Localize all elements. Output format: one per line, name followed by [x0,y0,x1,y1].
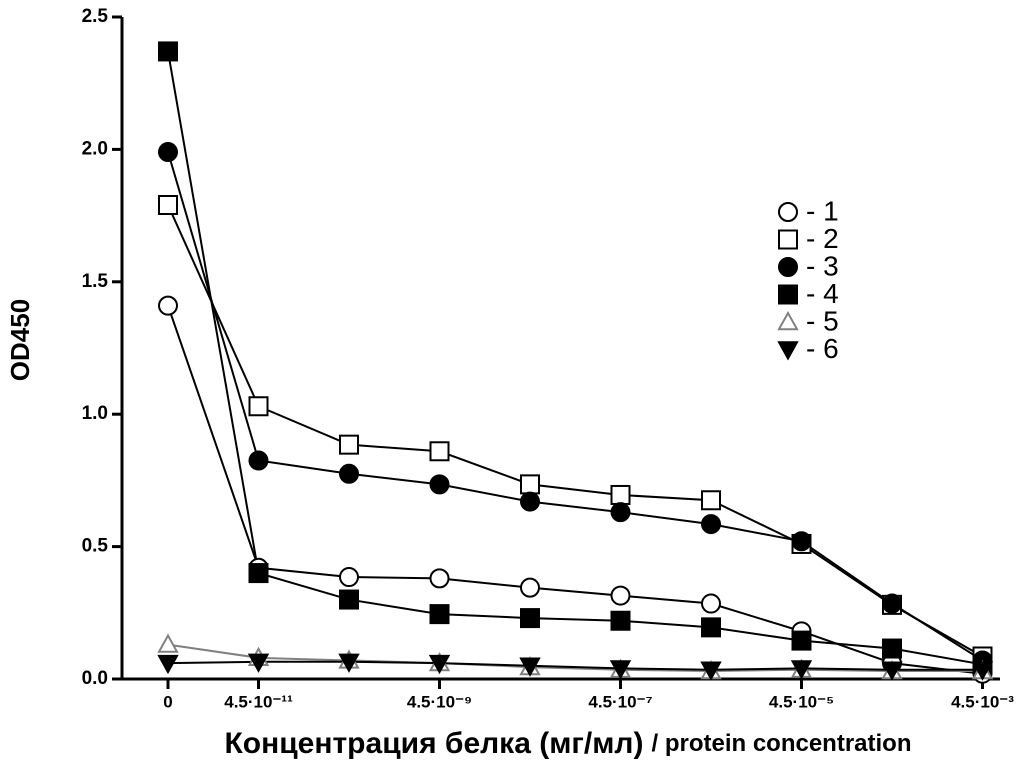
data-point [157,654,179,675]
data-point [701,490,721,511]
legend-label: - 4 [806,278,839,309]
data-point [429,441,450,462]
y-axis-label: OD450 [5,299,35,381]
data-point [339,567,359,588]
series-line [167,204,983,658]
data-point [791,531,812,552]
data-point [609,660,632,680]
data-point [610,484,631,505]
legend-marker [777,310,799,331]
data-point [157,633,179,653]
legend-marker [778,229,798,250]
data-point [158,295,178,316]
y-tick-label: 1.0 [82,403,108,424]
legend-label: - 3 [806,250,839,281]
legend-marker [778,202,798,222]
data-point [520,474,540,495]
x-tick-label: 4.5·10⁻⁷ [588,692,652,711]
data-point [520,491,540,512]
series-line [167,51,983,666]
data-point [338,653,360,673]
x-axis-label: Концентрация белка (мг/мл) / protein conc… [224,727,911,760]
data-point [701,514,721,535]
x-axis-label-en: / protein concentration [651,730,911,757]
series-line [167,151,984,662]
data-point [429,568,450,589]
x-tick-label: 4.5·10⁻³ [951,692,1014,711]
data-point [158,195,178,216]
data-point [610,585,631,606]
legend-label: - 6 [806,333,839,364]
legend-marker [777,341,799,361]
legend-label: - 1 [806,195,839,226]
data-point [701,593,721,614]
x-axis-label-ru: Концентрация белка (мг/мл) [224,727,643,760]
y-tick-label: 1.5 [82,271,109,292]
data-point [701,617,721,638]
data-point [790,660,813,680]
data-point [429,604,450,625]
data-point [339,434,359,455]
y-tick-label: 2.0 [82,138,108,159]
data-point [158,142,178,163]
x-tick-label: 0 [163,692,172,711]
data-point [971,661,994,681]
data-point [700,661,722,681]
data-point [520,577,540,598]
data-point [248,450,269,471]
series-line [167,305,983,675]
data-point [610,610,631,631]
legend-marker [778,257,798,277]
data-point [428,654,451,675]
y-tick-label: 2.5 [82,6,109,27]
data-point [247,653,270,673]
y-tick-label: 0.0 [82,668,108,689]
x-tick-label: 4.5·10⁻¹¹ [224,692,293,711]
data-point [339,589,359,610]
data-point [881,661,903,681]
series-line [167,660,983,671]
data-point [248,396,269,417]
data-point [158,41,178,62]
x-tick-label: 4.5·10⁻⁵ [769,692,834,711]
y-tick-label: 0.5 [82,536,109,557]
data-point [519,657,541,677]
data-point [882,638,902,659]
legend-label: - 5 [806,305,839,336]
legend-label: - 2 [806,223,839,254]
legend-marker [778,284,798,305]
data-point [429,474,450,495]
data-point [339,463,359,484]
data-point [248,563,269,584]
data-point [610,502,631,523]
x-tick-label: 4.5·10⁻⁹ [407,692,472,711]
data-point [791,630,812,651]
data-point [520,608,540,629]
series-line [167,643,983,673]
data-point [882,593,902,614]
